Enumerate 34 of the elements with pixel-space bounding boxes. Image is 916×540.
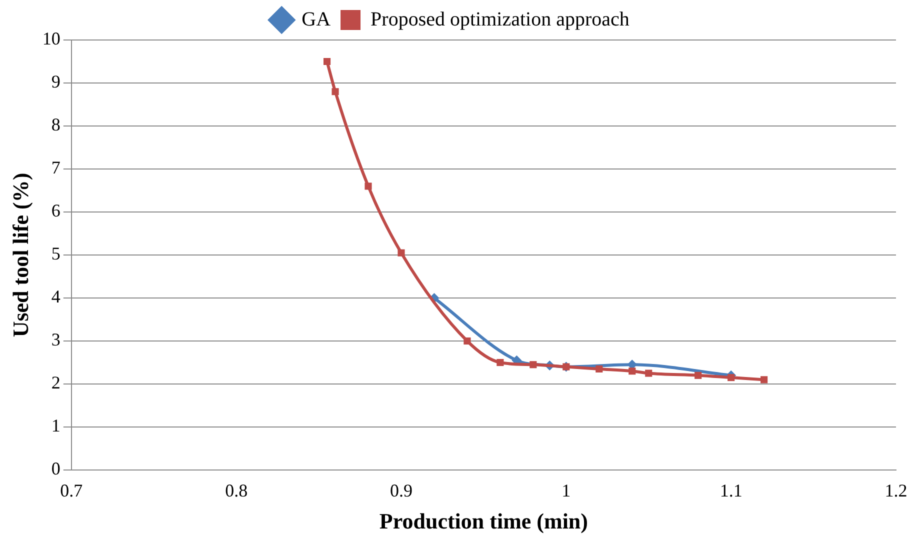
y-tick-label: 5 [51, 244, 60, 264]
point [464, 337, 471, 345]
x-tick-label: 1.2 [884, 480, 908, 501]
x-tick-label: 1.1 [720, 480, 742, 501]
y-tick-label: 0 [51, 458, 60, 479]
y-tick-label: 2 [51, 372, 60, 393]
point [530, 361, 537, 368]
y-tick-label: 7 [51, 158, 60, 178]
point [645, 370, 652, 377]
x-axis-title: Production time (min) [379, 508, 588, 534]
point [694, 372, 702, 379]
x-tick-label: 1 [562, 480, 571, 501]
y-axis-title: Used tool life (%) [8, 172, 33, 338]
x-tick-label: 0.7 [60, 480, 83, 501]
point [323, 58, 331, 66]
point [364, 182, 372, 190]
x-tick-label: 0.8 [225, 480, 248, 501]
legend-label: GA [302, 8, 332, 30]
point [496, 358, 504, 366]
x-tick-label: 0.9 [390, 480, 412, 501]
point [332, 88, 339, 96]
y-tick-label: 9 [51, 72, 60, 92]
y-tick-label: 1 [51, 416, 60, 436]
y-tick-label: 4 [51, 286, 60, 307]
y-tick-label: 8 [51, 114, 60, 135]
legend-label: Proposed optimization approach [370, 8, 630, 30]
point [760, 376, 768, 384]
y-tick-label: 10 [42, 28, 60, 49]
point [628, 368, 636, 375]
point [398, 249, 405, 256]
y-tick-label: 3 [51, 330, 60, 350]
point [728, 374, 735, 382]
y-tick-label: 6 [51, 200, 60, 221]
point [596, 365, 603, 372]
